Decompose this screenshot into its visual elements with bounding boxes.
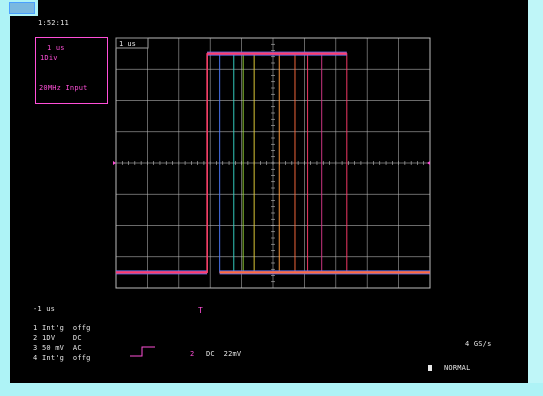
trigger-marker: T (198, 306, 203, 315)
channel-info-box[interactable]: 1 us 1Div 20MHz Input (35, 37, 108, 104)
channel-3-coupling: 50 mV AC (42, 344, 82, 352)
trigger-channel: 2 (190, 350, 195, 358)
right-bezel-strip (528, 0, 543, 396)
run-status-icon (428, 365, 432, 371)
channel-2-coupling: 1DV DC (42, 334, 82, 342)
sample-rate-readout: 4 GS/s (465, 340, 492, 348)
screen-indicator-icon (9, 2, 35, 14)
time-label: 1 us (119, 40, 136, 48)
acquisition-mode: NORMAL (444, 364, 471, 372)
edge-trigger-icon (130, 346, 155, 357)
bottom-bezel-strip (0, 383, 543, 396)
channel-1-coupling: Int'g offg (42, 324, 91, 332)
channel-4-coupling: Int'g offg (42, 354, 91, 362)
timestamp: 1:52:11 (38, 19, 69, 27)
trigger-position-label: -1 us (33, 305, 56, 313)
waveform-traces (116, 51, 430, 275)
channel-1-label[interactable]: 1 (33, 324, 38, 332)
channel-2-label[interactable]: 2 (33, 334, 38, 342)
graticule-grid (115, 37, 431, 289)
channel-info-line1: 1 us (47, 44, 65, 52)
right-level-marker-icon (427, 161, 430, 165)
channel-4-label[interactable]: 4 (33, 354, 38, 362)
channel-info-line3: 20MHz Input (39, 84, 88, 92)
top-left-bezel (0, 0, 38, 16)
channel-3-label[interactable]: 3 (33, 344, 38, 352)
left-bezel-strip (0, 0, 10, 396)
left-level-marker-icon (113, 161, 116, 165)
time-label-box (115, 37, 149, 49)
channel-info-line2: 1Div (40, 54, 58, 62)
trigger-coupling-level: DC 22mV (206, 350, 242, 358)
